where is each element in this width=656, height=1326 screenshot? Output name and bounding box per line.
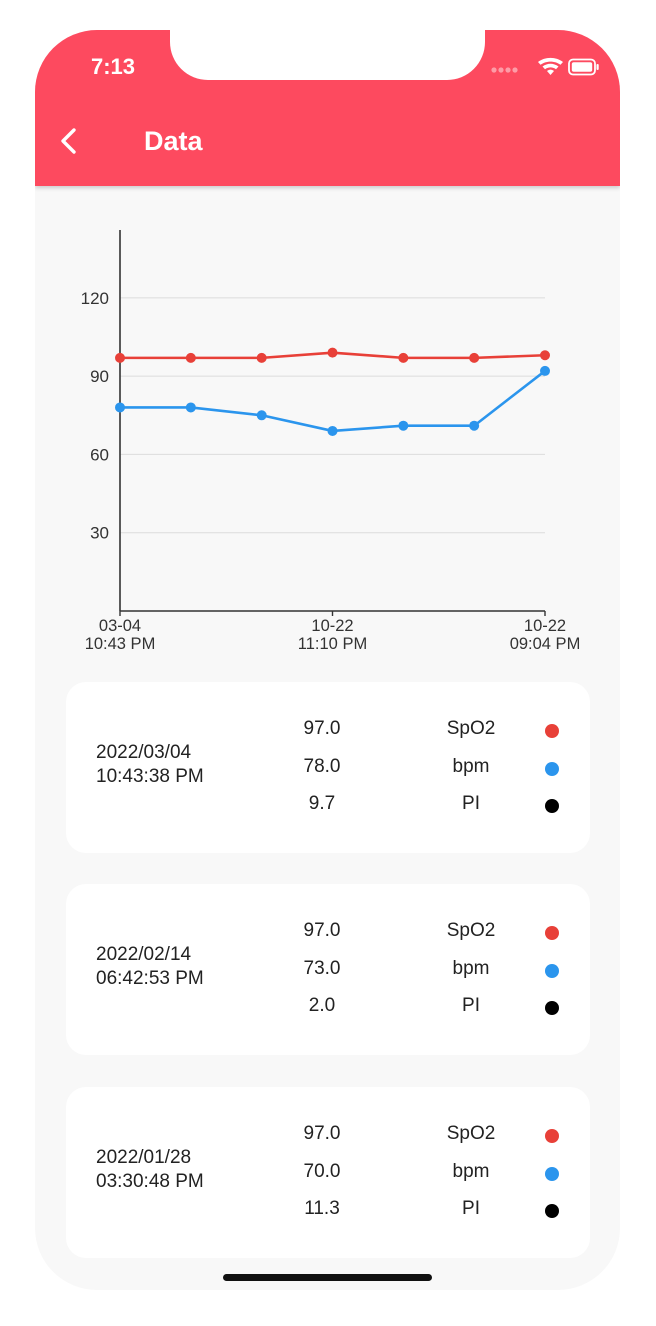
bpm-value: 73.0	[303, 958, 341, 979]
bpm-value: 78.0	[303, 756, 341, 777]
series-line-0	[120, 351, 546, 360]
notch	[170, 30, 485, 80]
spo2-label: SpO2	[446, 718, 496, 739]
series-line-1	[120, 369, 546, 433]
wifi-icon	[538, 57, 563, 75]
pi-dot-icon	[545, 1001, 559, 1015]
data-point-1	[185, 402, 196, 413]
bpm-label: bpm	[452, 958, 490, 979]
data-point-0	[256, 352, 267, 363]
pi-label: PI	[462, 793, 480, 814]
spo2-value: 97.0	[303, 1123, 341, 1144]
chevron-left-icon	[61, 128, 76, 154]
pi-label: PI	[462, 1198, 480, 1219]
page-title: Data	[144, 126, 203, 156]
x-tick-label: 09:04 PM	[510, 635, 581, 653]
data-point-0	[327, 347, 338, 358]
record-card[interactable]: 2022/01/28 03:30:48 PM 97.0 70.0 11.3 Sp…	[66, 1087, 590, 1258]
record-date: 2022/02/14	[96, 944, 192, 965]
bpm-value: 70.0	[303, 1161, 341, 1182]
data-point-1	[256, 410, 267, 421]
y-tick-label: 120	[81, 289, 109, 308]
data-point-0	[185, 352, 196, 363]
spo2-dot-icon	[545, 926, 559, 940]
x-tick-label: 11:10 PM	[298, 635, 367, 653]
pi-dot-icon	[545, 799, 559, 813]
spo2-dot-icon	[545, 1129, 559, 1143]
back-button[interactable]	[55, 125, 85, 159]
record-card[interactable]: 2022/02/14 06:42:53 PM 97.0 73.0 2.0 SpO…	[66, 884, 590, 1055]
x-tick-label: 10-22	[311, 617, 353, 635]
data-point-1	[398, 420, 409, 431]
signal-icon	[491, 67, 518, 73]
spo2-value: 97.0	[303, 718, 341, 739]
app-bar: 7:13	[35, 30, 620, 186]
x-tick-label: 10-22	[524, 617, 566, 635]
bpm-dot-icon	[545, 762, 559, 776]
bpm-label: bpm	[452, 756, 490, 777]
spo2-label: SpO2	[446, 920, 496, 941]
record-time: 06:42:53 PM	[96, 968, 204, 989]
data-point-1	[327, 425, 338, 436]
data-point-0	[469, 352, 480, 363]
record-time: 03:30:48 PM	[96, 1171, 204, 1192]
record-time: 10:43:38 PM	[96, 766, 204, 787]
spo2-label: SpO2	[446, 1123, 496, 1144]
data-point-1	[469, 420, 480, 431]
pi-value: 11.3	[304, 1198, 340, 1219]
x-tick-label: 10:43 PM	[85, 635, 156, 653]
data-point-0	[540, 350, 550, 361]
pi-label: PI	[462, 995, 480, 1016]
record-datetime: 2022/01/28 03:30:48 PM	[96, 1146, 204, 1194]
record-card[interactable]: 2022/03/04 10:43:38 PM 97.0 78.0 9.7 SpO…	[66, 682, 590, 853]
status-icons	[490, 56, 600, 80]
battery-icon	[568, 58, 599, 76]
x-tick-label: 03-04	[99, 617, 141, 635]
bpm-label: bpm	[452, 1161, 490, 1182]
bpm-dot-icon	[545, 1167, 559, 1181]
pi-value: 2.0	[308, 995, 336, 1016]
pi-value: 9.7	[308, 793, 336, 814]
bpm-dot-icon	[545, 964, 559, 978]
data-point-0	[115, 352, 125, 363]
data-point-0	[398, 352, 409, 363]
y-tick-label: 90	[90, 367, 109, 386]
data-point-1	[540, 365, 550, 376]
y-tick-label: 60	[90, 445, 109, 464]
record-datetime: 2022/03/04 10:43:38 PM	[96, 741, 204, 789]
data-point-1	[115, 402, 125, 413]
home-indicator[interactable]	[223, 1274, 432, 1281]
y-tick-label: 30	[90, 524, 109, 543]
record-date: 2022/01/28	[96, 1147, 192, 1168]
phone-screen: 7:13	[35, 30, 620, 1290]
record-datetime: 2022/02/14 06:42:53 PM	[96, 943, 204, 991]
spo2-value: 97.0	[303, 920, 341, 941]
status-time: 7:13	[91, 54, 136, 79]
pi-dot-icon	[545, 1204, 559, 1218]
spo2-dot-icon	[545, 724, 559, 738]
record-date: 2022/03/04	[96, 742, 192, 763]
